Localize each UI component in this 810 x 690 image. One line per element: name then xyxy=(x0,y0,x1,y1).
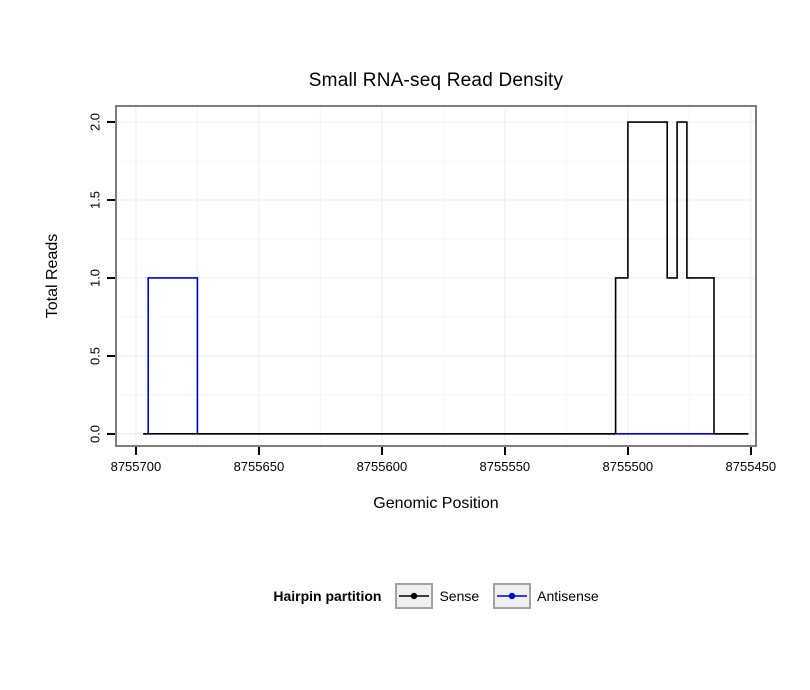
x-tick-label: 8755650 xyxy=(233,459,285,474)
legend-label-antisense: Antisense xyxy=(537,588,599,604)
legend-entry-sense: Sense xyxy=(395,583,479,609)
y-tick-label: 2.0 xyxy=(87,113,103,132)
legend-key-antisense xyxy=(493,583,532,609)
y-tick xyxy=(107,121,115,124)
x-axis-label: Genomic Position xyxy=(373,495,499,512)
y-axis-label: Total Reads xyxy=(44,233,61,319)
y-tick xyxy=(107,432,115,435)
x-tick xyxy=(749,447,752,455)
x-tick-label: 8755700 xyxy=(110,459,162,474)
plot-area xyxy=(115,105,757,447)
y-tick xyxy=(107,276,115,279)
x-tick xyxy=(257,447,260,455)
series-sense xyxy=(143,121,749,435)
y-tick-label: 1.0 xyxy=(87,268,103,287)
legend-key-sense xyxy=(395,583,434,609)
y-tick-label: 0.0 xyxy=(87,424,103,443)
panel-border xyxy=(115,105,757,447)
legend-entry-antisense: Antisense xyxy=(493,583,599,609)
x-tick-label: 8755450 xyxy=(725,459,777,474)
x-tick-label: 8755550 xyxy=(479,459,531,474)
y-tick-label: 0.5 xyxy=(87,346,103,365)
legend: Hairpin partition Sense Antisense xyxy=(115,583,757,609)
legend-line-point-glyph xyxy=(497,592,528,600)
y-tick xyxy=(107,354,115,357)
x-tick xyxy=(380,447,383,455)
x-tick-label: 8755500 xyxy=(602,459,654,474)
legend-label-sense: Sense xyxy=(439,588,480,604)
x-tick xyxy=(503,447,506,455)
chart-title: Small RNA-seq Read Density xyxy=(308,70,564,91)
legend-title: Hairpin partition xyxy=(273,588,382,604)
x-tick xyxy=(134,447,137,455)
x-tick-label: 8755600 xyxy=(356,459,408,474)
y-tick xyxy=(107,199,115,202)
y-tick-label: 1.5 xyxy=(87,190,103,210)
x-tick xyxy=(626,447,629,455)
legend-line-point-glyph xyxy=(399,592,430,600)
